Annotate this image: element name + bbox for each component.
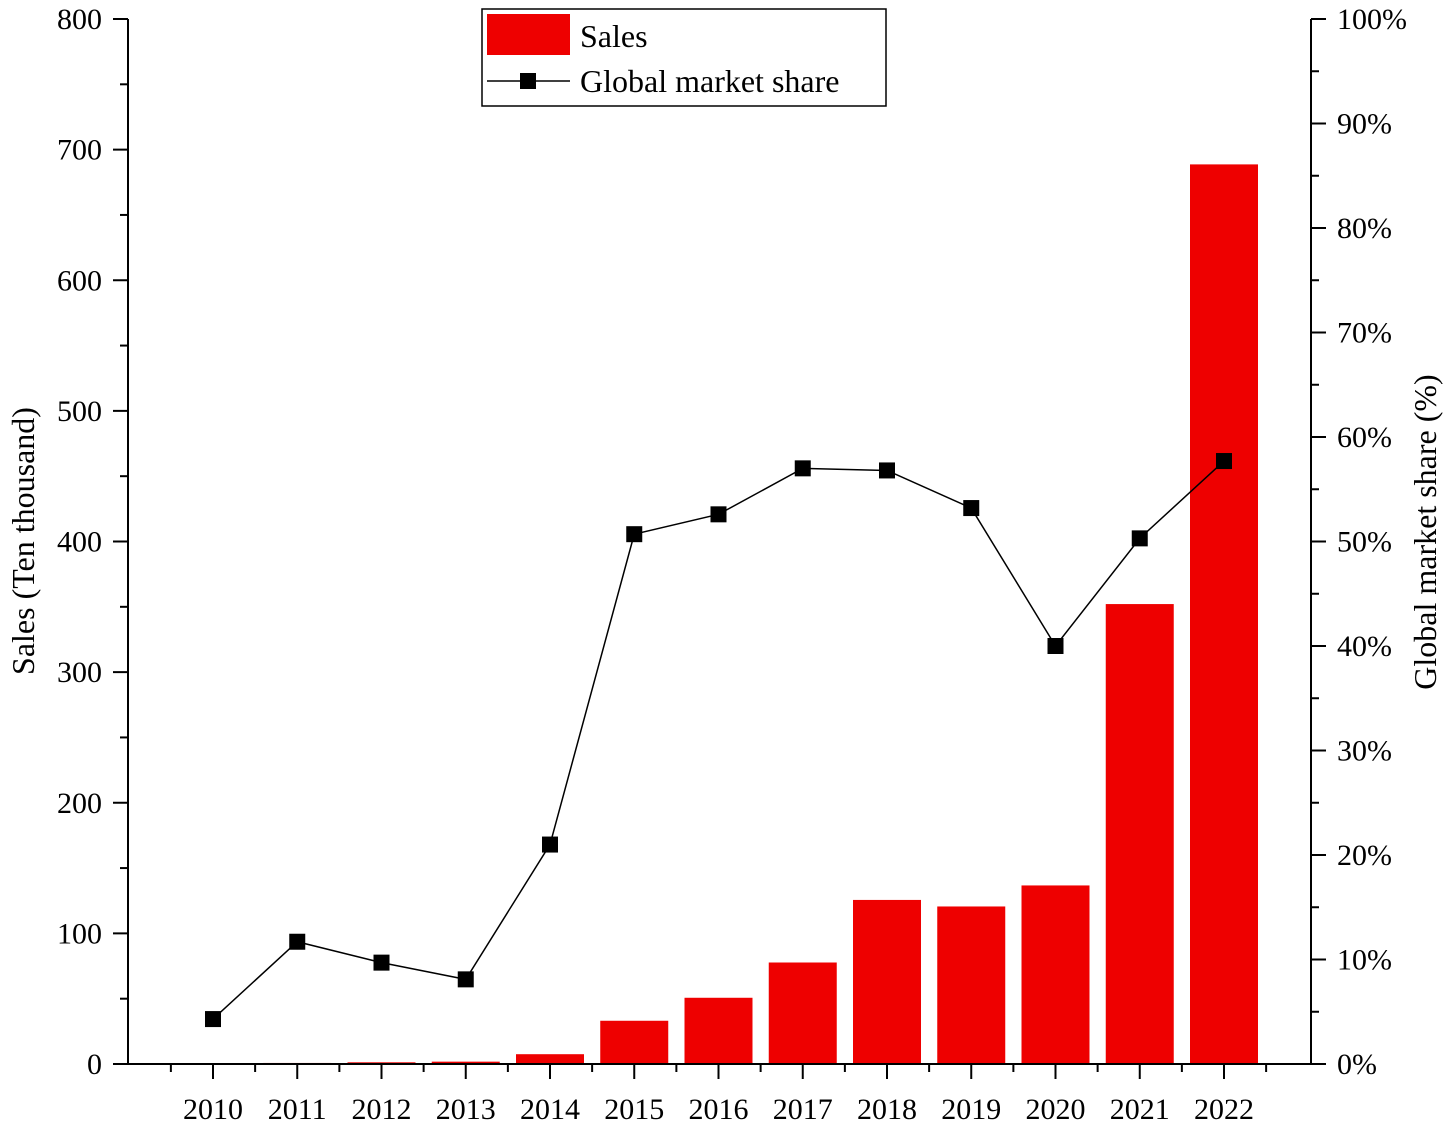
right-tick-label: 20%: [1337, 839, 1392, 872]
market-share-line: [205, 453, 1232, 1028]
left-axis-title: Sales (Ten thousand): [5, 407, 41, 675]
bar-2015: [600, 1020, 669, 1064]
left-tick-label: 0: [87, 1048, 102, 1081]
x-tick-label: 2010: [183, 1093, 243, 1124]
point-2010: [205, 1011, 221, 1028]
left-tick-label: 500: [57, 395, 102, 428]
point-2015: [626, 526, 643, 543]
point-2012: [373, 954, 390, 971]
x-axis-ticks: 2010 2011 2012 2013 2014 2015 2016 2017 2018 2019…: [169, 1064, 1268, 1124]
right-tick-label: 80%: [1337, 212, 1392, 245]
bar-2020: [1021, 885, 1090, 1064]
bar-2019: [937, 906, 1006, 1064]
legend-label-market-share: Global market share: [580, 63, 839, 99]
right-tick-label: 40%: [1337, 630, 1392, 663]
x-tick-label: 2016: [689, 1093, 749, 1124]
left-tick-label: 300: [57, 656, 102, 689]
x-tick-label: 2017: [773, 1093, 833, 1124]
left-tick-label: 800: [57, 3, 102, 36]
x-tick-label: 2020: [1026, 1093, 1086, 1124]
legend-label-sales: Sales: [580, 18, 648, 54]
point-2014: [542, 836, 558, 853]
x-tick-label: 2022: [1194, 1093, 1254, 1124]
left-axis-ticks: 0 100 200 300 400 500 600 700 800: [57, 3, 128, 1081]
x-tick-label: 2019: [941, 1093, 1001, 1124]
right-tick-label: 30%: [1337, 735, 1392, 768]
x-tick-label: 2013: [436, 1093, 496, 1124]
point-2013: [457, 971, 474, 988]
left-tick-label: 100: [57, 917, 102, 950]
point-2018: [879, 462, 895, 479]
x-tick-label: 2018: [857, 1093, 917, 1124]
left-tick-label: 600: [57, 264, 102, 297]
left-tick-label: 200: [57, 787, 102, 820]
point-2020: [1047, 638, 1064, 654]
x-tick-label: 2011: [268, 1093, 327, 1124]
sales-bars: [179, 164, 1258, 1064]
point-2022: [1216, 453, 1232, 470]
bar-2016: [684, 997, 753, 1064]
point-2011: [289, 933, 306, 950]
point-2016: [710, 506, 727, 523]
right-tick-label: 0%: [1337, 1048, 1377, 1081]
x-tick-label: 2014: [520, 1093, 580, 1124]
right-tick-label: 90%: [1337, 108, 1392, 141]
right-tick-label: 50%: [1337, 526, 1392, 559]
point-2017: [794, 460, 811, 477]
right-axis-title: Global market share (%): [1407, 374, 1443, 689]
legend-swatch-sales: [487, 14, 570, 55]
right-tick-label: 60%: [1337, 421, 1392, 454]
legend-swatch-marker: [520, 73, 536, 89]
right-axis-ticks: 0% 10% 20% 30% 40% 50% 60% 70% 80% 90% 100%: [1311, 3, 1407, 1081]
bar-2014: [516, 1054, 584, 1064]
bar-2017: [768, 962, 837, 1064]
right-tick-label: 10%: [1337, 944, 1392, 977]
x-tick-label: 2015: [604, 1093, 664, 1124]
x-tick-label: 2012: [352, 1093, 412, 1124]
x-tick-label: 2021: [1110, 1093, 1170, 1124]
left-tick-label: 400: [57, 526, 102, 559]
bar-2022: [1190, 164, 1258, 1064]
left-tick-label: 700: [57, 134, 102, 167]
bar-2021: [1105, 604, 1174, 1064]
point-2019: [963, 500, 980, 517]
bar-2013: [431, 1061, 500, 1064]
legend: Sales Global market share: [481, 8, 887, 107]
right-tick-label: 70%: [1337, 317, 1392, 350]
bar-2018: [853, 899, 921, 1064]
right-tick-label: 100%: [1337, 3, 1407, 36]
point-2021: [1131, 530, 1148, 547]
